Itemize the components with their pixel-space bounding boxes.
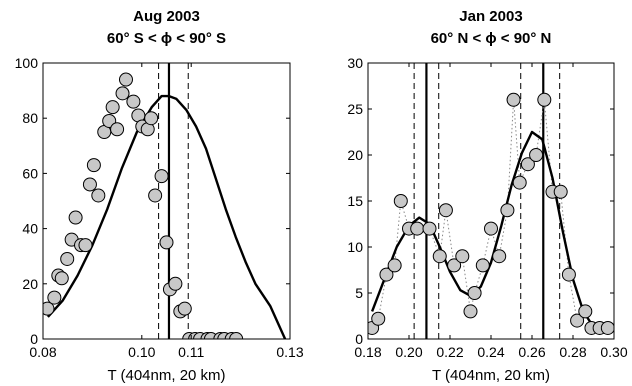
data-point xyxy=(60,251,75,266)
data-point xyxy=(177,301,192,316)
data-point xyxy=(148,188,163,203)
points-dotted-line xyxy=(371,99,608,329)
data-point xyxy=(410,221,425,236)
x-tick-label: 0.13 xyxy=(276,344,303,360)
data-point xyxy=(110,122,125,137)
data-point xyxy=(578,304,593,319)
y-tick-label: 20 xyxy=(347,147,363,163)
chart-right: Jan 2003 60° N < ϕ < 90° N 0.18 0.20 0.22 0.2… xyxy=(347,8,627,384)
data-point xyxy=(467,286,482,300)
y-tick-label: 15 xyxy=(347,193,363,209)
data-point xyxy=(387,258,402,273)
data-point xyxy=(371,311,386,326)
data-point xyxy=(379,267,394,282)
y-tick-label: 30 xyxy=(347,55,363,71)
y-tick-label: 0 xyxy=(355,331,363,347)
data-point xyxy=(126,94,141,109)
chart-title-line-2: 60° S < ϕ < 90° S xyxy=(107,30,226,47)
data-point xyxy=(115,86,130,101)
data-point xyxy=(600,320,614,335)
x-tick-label: 0.08 xyxy=(29,344,56,360)
data-point xyxy=(475,258,490,273)
x-tick-label: 0.30 xyxy=(600,344,627,360)
data-point xyxy=(159,235,174,250)
data-point xyxy=(68,210,83,225)
y-tick-label: 60 xyxy=(22,165,38,181)
data-point xyxy=(43,301,55,316)
data-point xyxy=(512,175,527,190)
y-tick-label: 80 xyxy=(22,110,38,126)
y-tick-label: 10 xyxy=(347,239,363,255)
data-point xyxy=(422,221,437,236)
data-point xyxy=(229,332,244,339)
y-tick-label: 40 xyxy=(22,221,38,237)
x-tick-label: 0.24 xyxy=(477,344,504,360)
chart-left: Aug 2003 60° S < ϕ < 90° S 0.08 0.10 0.11 0.1… xyxy=(15,8,304,384)
data-point xyxy=(484,221,498,236)
fit-curve xyxy=(47,94,287,339)
x-tick-label: 0.22 xyxy=(436,344,463,360)
data-point xyxy=(520,157,535,172)
data-point xyxy=(463,304,478,319)
data-point xyxy=(553,184,568,199)
data-point xyxy=(86,158,101,173)
x-tick-label: 0.26 xyxy=(518,344,545,360)
y-tick-label: 5 xyxy=(355,285,363,301)
data-point xyxy=(432,249,447,264)
x-tick-label: 0.18 xyxy=(354,344,381,360)
data-point xyxy=(91,188,106,203)
x-tick-label: 0.20 xyxy=(395,344,422,360)
data-point xyxy=(455,249,470,264)
data-point xyxy=(561,267,576,282)
axes-frame xyxy=(42,62,291,340)
data-point xyxy=(78,238,93,253)
x-tick-label: 0.11 xyxy=(178,344,204,360)
chart-title-line-1: Aug 2003 xyxy=(133,8,200,25)
plot-area xyxy=(368,63,614,339)
y-tick-label: 20 xyxy=(22,276,38,292)
y-tick-label: 0 xyxy=(30,331,38,347)
data-point xyxy=(82,177,97,192)
x-tick-label: 0.10 xyxy=(128,344,155,360)
y-tick-label: 100 xyxy=(15,55,39,71)
data-point xyxy=(506,92,521,107)
x-axis-label: T (404nm, 20 km) xyxy=(432,367,550,384)
data-point xyxy=(105,100,120,115)
data-point xyxy=(54,271,69,286)
data-point xyxy=(47,290,62,305)
data-point xyxy=(492,249,507,264)
data-point xyxy=(570,313,585,328)
chart-title-line-2: 60° N < ϕ < 90° N xyxy=(431,30,552,47)
x-axis-label: T (404nm, 20 km) xyxy=(107,367,225,384)
data-point xyxy=(537,92,552,107)
data-point xyxy=(447,258,462,273)
data-point xyxy=(154,169,169,184)
data-point xyxy=(118,72,133,87)
data-point xyxy=(393,194,408,208)
data-point xyxy=(529,148,544,162)
data-point xyxy=(438,203,453,218)
data-point xyxy=(500,203,515,218)
fit-curve xyxy=(370,130,611,335)
plot-area xyxy=(43,63,287,339)
y-tick-label: 25 xyxy=(347,101,363,117)
x-tick-label: 0.28 xyxy=(559,344,586,360)
data-point xyxy=(168,276,183,291)
chart-title-line-1: Jan 2003 xyxy=(459,8,522,25)
data-point xyxy=(144,111,159,126)
